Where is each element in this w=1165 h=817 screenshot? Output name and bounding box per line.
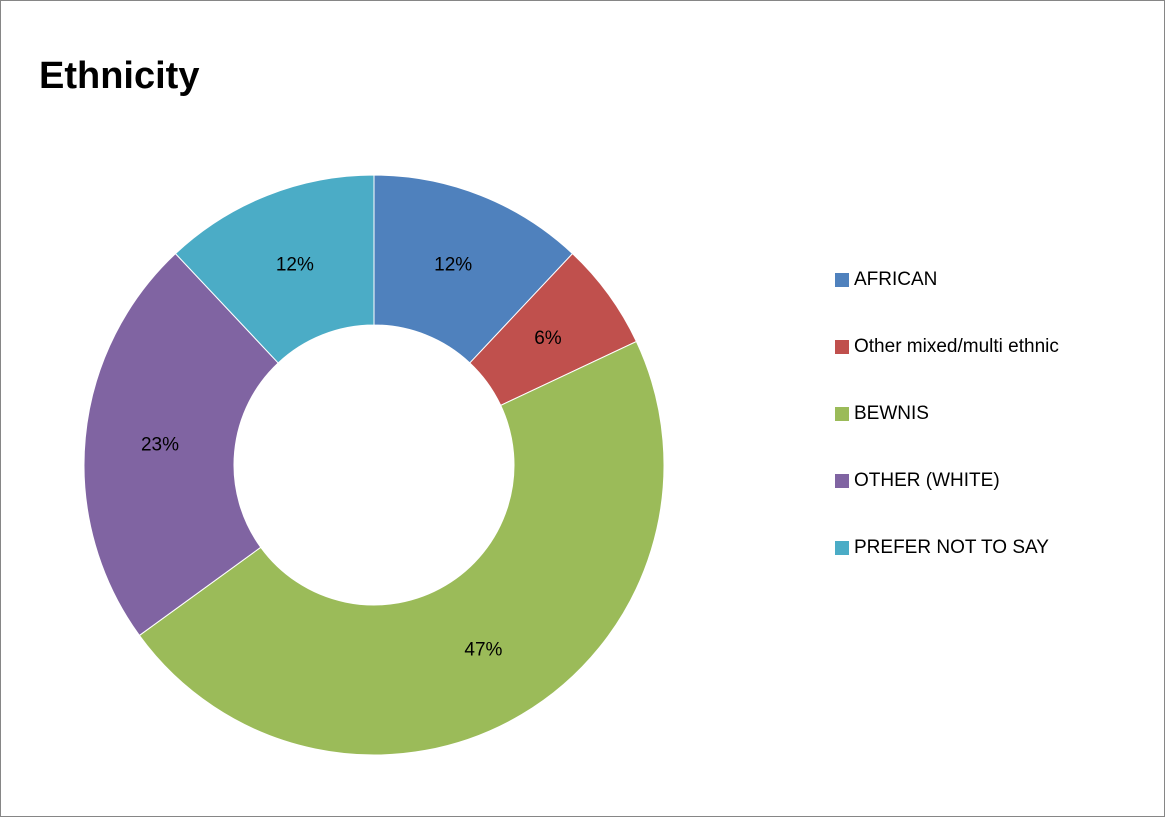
donut-slice-other-white [83,252,279,637]
legend-label: Other mixed/multi ethnic [854,336,1059,357]
donut-slice-prefer-not-to-say [174,174,375,364]
legend-item-other-white: OTHER (WHITE) [835,470,1059,492]
legend-swatch [835,474,849,488]
legend-swatch [835,541,849,555]
data-label-other-white: 23% [141,434,179,455]
legend-swatch [835,340,849,354]
legend-swatch [835,407,849,421]
legend-item-prefer-not-to-say: PREFER NOT TO SAY [835,537,1059,559]
legend-item-bewnis: BEWNIS [835,403,1059,425]
data-label-african: 12% [434,255,472,276]
chart-title: Ethnicity [39,55,200,97]
donut-slice-bewnis [138,340,665,756]
legend-label: AFRICAN [854,269,938,290]
legend-label: PREFER NOT TO SAY [854,537,1049,558]
legend-label: BEWNIS [854,403,929,424]
data-label-bewnis: 47% [464,640,502,661]
donut-slice-african [373,174,574,364]
data-label-prefer-not-to-say: 12% [276,255,314,276]
chart-legend: AFRICAN Other mixed/multi ethnic BEWNIS OTH… [835,269,1059,604]
legend-label: OTHER (WHITE) [854,470,1000,491]
legend-item-african: AFRICAN [835,269,1059,291]
data-label-other-mixed-multi-ethnic: 6% [534,328,562,349]
legend-item-other-mixed-multi-ethnic: Other mixed/multi ethnic [835,336,1059,358]
legend-swatch [835,273,849,287]
